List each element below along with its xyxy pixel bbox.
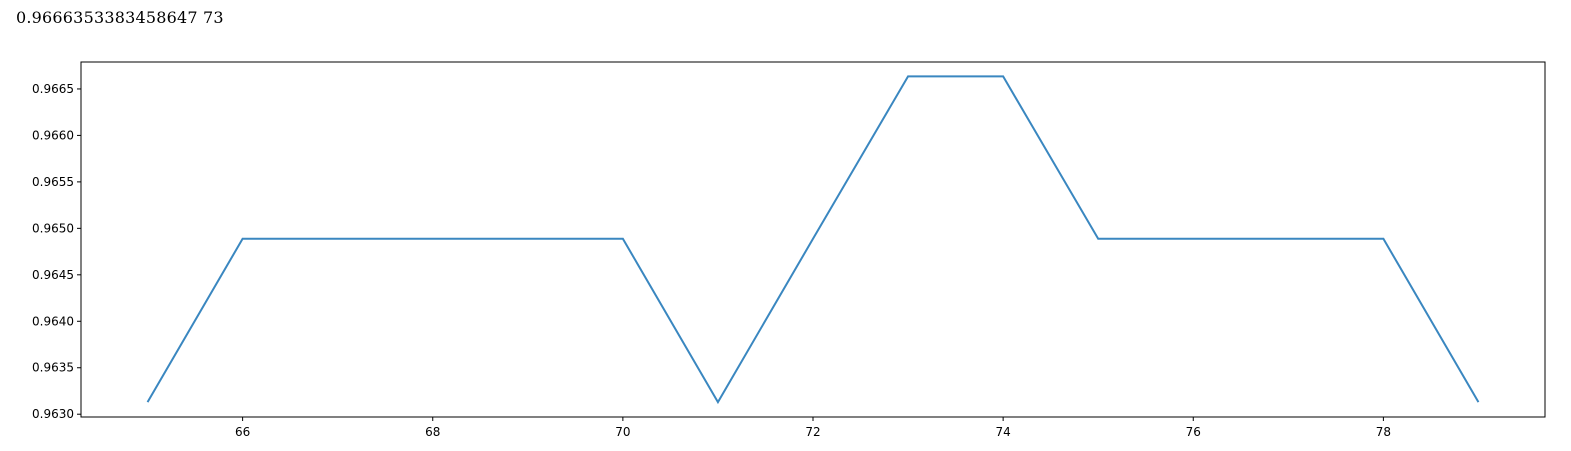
y-tick-label: 0.9660 [32,128,74,142]
y-tick-label: 0.9630 [32,407,74,421]
series-line-0 [146,75,1480,405]
plot-frame [80,61,1546,418]
y-tick-label: 0.9665 [32,82,74,96]
y-axis: 0.9630 0.9635 0.9640 0.9645 0.9650 0.9655 0.96… [32,82,81,421]
y-tick-label: 0.9635 [32,361,74,375]
x-tick-label: 78 [1376,425,1391,439]
output-text: 0.9666353383458647 73 [16,8,224,27]
x-tick-label: 68 [425,425,440,439]
y-tick-label: 0.9650 [32,221,74,235]
x-tick-label: 74 [995,425,1010,439]
y-tick-label: 0.9655 [32,175,74,189]
x-axis: 66 68 70 72 74 76 78 [235,417,1391,439]
y-tick-label: 0.9645 [32,268,74,282]
plot-area [146,75,1480,405]
y-tick-label: 0.9640 [32,314,74,328]
x-tick-label: 70 [615,425,630,439]
x-tick-label: 76 [1186,425,1201,439]
x-tick-label: 72 [805,425,820,439]
x-tick-label: 66 [235,425,250,439]
